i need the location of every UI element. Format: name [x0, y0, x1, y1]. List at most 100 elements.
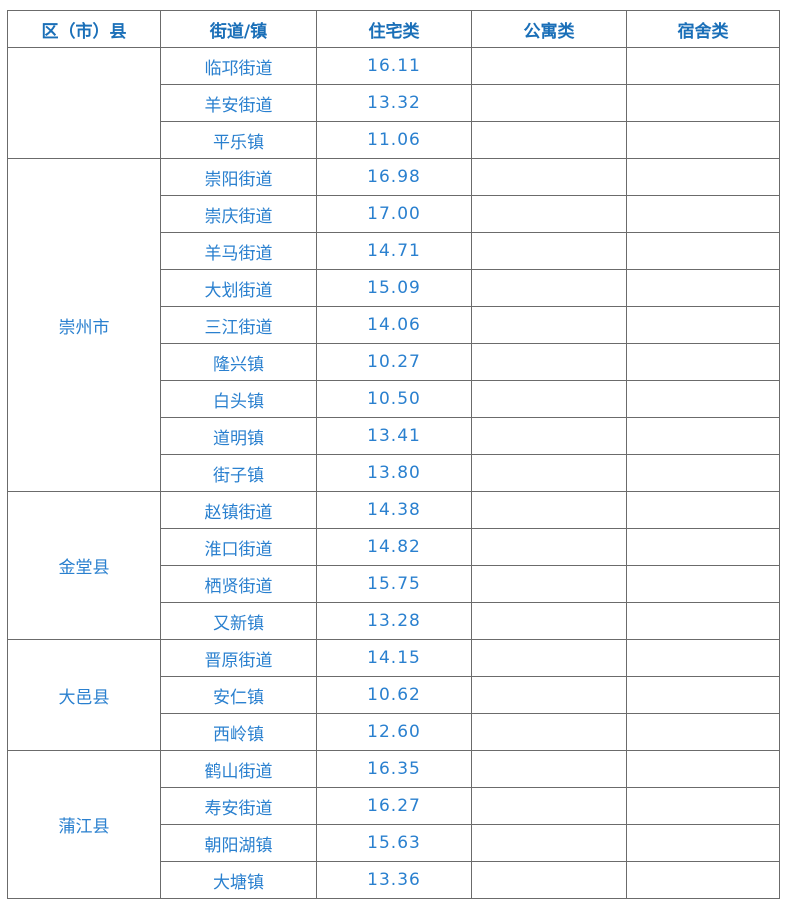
street-cell: 平乐镇: [160, 121, 317, 159]
residential-cell: 12.60: [316, 713, 472, 751]
residential-cell: 13.41: [316, 417, 472, 455]
table-row: 临邛街道 16.11: [7, 47, 780, 159]
dormitory-cell: [626, 232, 780, 270]
residential-cell: 10.50: [316, 380, 472, 418]
dormitory-cell: [626, 158, 780, 196]
apartment-cell: [471, 787, 627, 825]
dormitory-cell: [626, 565, 780, 603]
street-cell: 淮口街道: [160, 528, 317, 566]
residential-cell: 10.27: [316, 343, 472, 381]
apartment-cell: [471, 491, 627, 529]
dormitory-cell: [626, 380, 780, 418]
residential-cell: 13.36: [316, 861, 472, 899]
street-cell: 赵镇街道: [160, 491, 317, 529]
dormitory-cell: [626, 343, 780, 381]
table-row: 栖贤街道 15.75: [8, 565, 780, 603]
district-cell: 蒲江县: [7, 750, 161, 899]
price-table: 区（市）县 街道/镇 住宅类 公寓类 宿舍类 临邛街道 16.11 羊安街道 13.3…: [7, 10, 780, 899]
residential-cell: 13.28: [316, 602, 472, 640]
street-cell: 大划街道: [160, 269, 317, 307]
table-row: 寿安街道 16.27: [8, 787, 780, 825]
apartment-cell: [471, 861, 627, 899]
residential-cell: 13.32: [316, 84, 472, 122]
dormitory-cell: [626, 417, 780, 455]
street-cell: 朝阳湖镇: [160, 824, 317, 862]
apartment-cell: [471, 639, 627, 677]
residential-cell: 14.15: [316, 639, 472, 677]
street-cell: 安仁镇: [160, 676, 317, 714]
residential-cell: 10.62: [316, 676, 472, 714]
dormitory-cell: [626, 750, 780, 788]
table-row: 金堂县 赵镇街道 14.38: [7, 491, 780, 640]
header-street: 街道/镇: [160, 10, 317, 48]
residential-cell: 15.09: [316, 269, 472, 307]
street-cell: 羊马街道: [160, 232, 317, 270]
apartment-cell: [471, 454, 627, 492]
apartment-cell: [471, 269, 627, 307]
street-cell: 崇阳街道: [160, 158, 317, 196]
street-cell: 街子镇: [160, 454, 317, 492]
header-dormitory: 宿舍类: [626, 10, 780, 48]
district-cell: 大邑县: [7, 639, 161, 751]
table-row: 街子镇 13.80: [8, 454, 780, 492]
street-cell: 羊安街道: [160, 84, 317, 122]
apartment-cell: [471, 195, 627, 233]
residential-cell: 16.35: [316, 750, 472, 788]
residential-cell: 16.27: [316, 787, 472, 825]
apartment-cell: [471, 84, 627, 122]
dormitory-cell: [626, 602, 780, 640]
dormitory-cell: [626, 195, 780, 233]
apartment-cell: [471, 713, 627, 751]
street-cell: 又新镇: [160, 602, 317, 640]
table-row: 崇州市 崇阳街道 16.98: [7, 158, 780, 492]
apartment-cell: [471, 343, 627, 381]
apartment-cell: [471, 676, 627, 714]
table-row: 羊马街道 14.71: [8, 232, 780, 270]
dormitory-cell: [626, 84, 780, 122]
street-cell: 大塘镇: [160, 861, 317, 899]
apartment-cell: [471, 565, 627, 603]
apartment-cell: [471, 750, 627, 788]
street-cell: 崇庆街道: [160, 195, 317, 233]
residential-cell: 13.80: [316, 454, 472, 492]
apartment-cell: [471, 824, 627, 862]
street-cell: 隆兴镇: [160, 343, 317, 381]
apartment-cell: [471, 158, 627, 196]
street-cell: 道明镇: [160, 417, 317, 455]
street-cell: 栖贤街道: [160, 565, 317, 603]
residential-cell: 17.00: [316, 195, 472, 233]
apartment-cell: [471, 380, 627, 418]
apartment-cell: [471, 306, 627, 344]
dormitory-cell: [626, 454, 780, 492]
table-row: 隆兴镇 10.27: [8, 343, 780, 381]
apartment-cell: [471, 47, 627, 85]
apartment-cell: [471, 121, 627, 159]
district-cell: [7, 47, 161, 159]
residential-cell: 14.82: [316, 528, 472, 566]
table-row: 崇庆街道 17.00: [8, 195, 780, 233]
street-cell: 鹤山街道: [160, 750, 317, 788]
dormitory-cell: [626, 528, 780, 566]
dormitory-cell: [626, 306, 780, 344]
dormitory-cell: [626, 491, 780, 529]
apartment-cell: [471, 232, 627, 270]
residential-cell: 14.38: [316, 491, 472, 529]
table-row: 道明镇 13.41: [8, 417, 780, 455]
street-cell: 晋原街道: [160, 639, 317, 677]
district-cell: 崇州市: [7, 158, 161, 492]
table-body: 临邛街道 16.11 羊安街道 13.32 平乐镇 11.06 崇州市 崇阳街道 16.98 崇庆…: [7, 47, 780, 899]
header-district: 区（市）县: [7, 10, 161, 48]
street-cell: 寿安街道: [160, 787, 317, 825]
residential-cell: 14.71: [316, 232, 472, 270]
table-row: 白头镇 10.50: [8, 380, 780, 418]
residential-cell: 16.98: [316, 158, 472, 196]
table-row: 安仁镇 10.62: [8, 676, 780, 714]
residential-cell: 11.06: [316, 121, 472, 159]
header-apartment: 公寓类: [471, 10, 627, 48]
residential-cell: 15.63: [316, 824, 472, 862]
residential-cell: 16.11: [316, 47, 472, 85]
dormitory-cell: [626, 824, 780, 862]
apartment-cell: [471, 417, 627, 455]
dormitory-cell: [626, 713, 780, 751]
table-row: 蒲江县 鹤山街道 16.35: [7, 750, 780, 899]
